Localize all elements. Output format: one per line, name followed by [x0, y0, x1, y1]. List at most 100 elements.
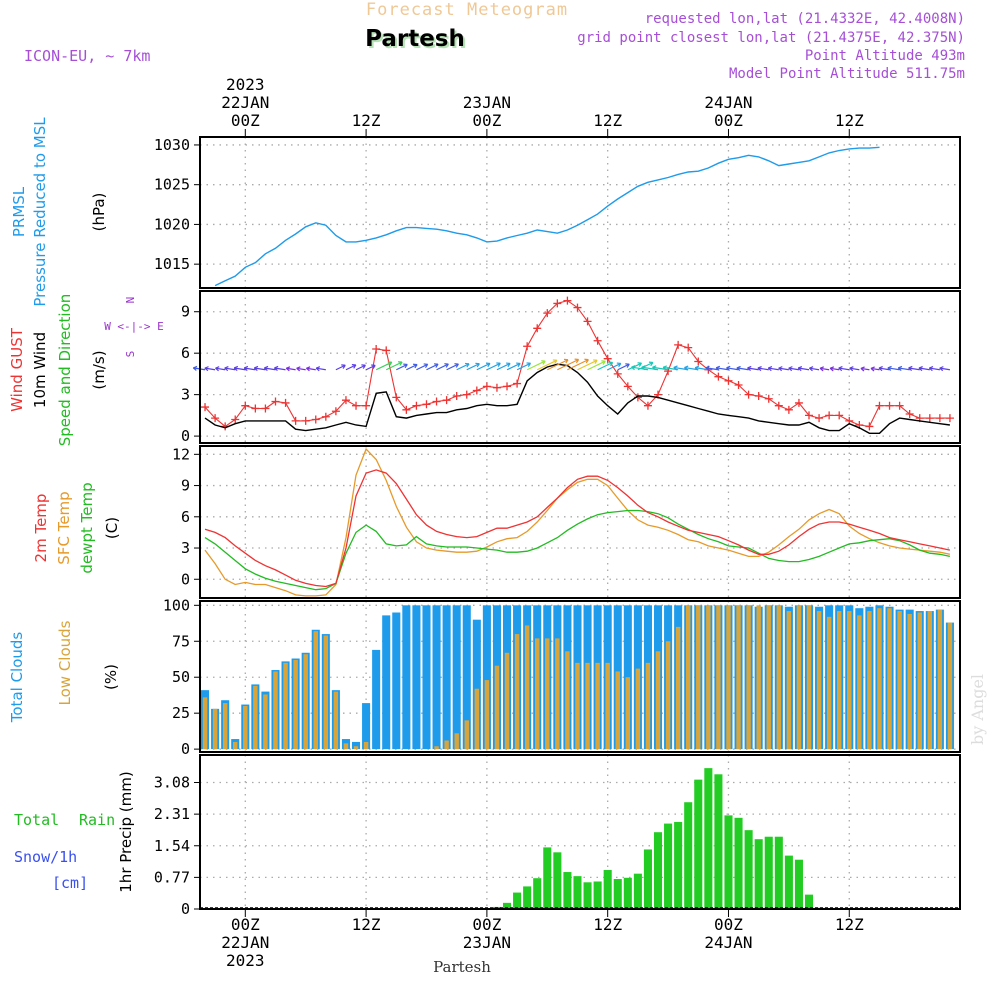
wind-direction-arrow [878, 367, 890, 371]
wind-direction-arrowhead [361, 364, 366, 369]
wind-direction-arrowhead [673, 365, 678, 371]
wind-direction-arrowhead [939, 366, 944, 372]
wind-direction-arrowhead [928, 366, 934, 372]
precip-bar [714, 774, 723, 909]
precip-bar [643, 849, 652, 909]
gust-marker [694, 357, 703, 366]
precip-bar [794, 859, 803, 909]
wind-direction-arrowhead [767, 366, 773, 372]
location-title-shadow: Partesh [367, 28, 467, 54]
wind-direction-arrowhead [433, 363, 439, 368]
wind-direction-arrow [788, 367, 800, 371]
bottom-time-label: 12Z [835, 915, 864, 934]
gust-marker [684, 343, 693, 352]
gust-marker [925, 414, 934, 423]
precip-bar [664, 823, 673, 909]
temp-ytick-label: 12 [172, 445, 190, 463]
gust-marker [462, 390, 471, 399]
gust-marker [291, 416, 300, 425]
precip-bar [513, 892, 522, 909]
low-cloud-bar [917, 612, 922, 750]
precip-bar [754, 839, 763, 909]
low-cloud-bar [454, 733, 459, 750]
low-cloud-bar [665, 641, 671, 750]
gust-marker [402, 405, 411, 414]
wind-direction-arrowhead [601, 360, 606, 365]
gust-marker [764, 394, 773, 403]
compass-south: S [124, 351, 137, 358]
point-altitude: Point Altitude 493m [805, 48, 965, 64]
wind-direction-arrowhead [563, 358, 569, 364]
wind-direction-arrow [597, 361, 613, 371]
wind-direction-arrow [607, 362, 622, 371]
low-cloud-bar [696, 605, 701, 750]
wind-direction-arrow [577, 359, 598, 371]
wind-ytick-label: 6 [181, 344, 190, 362]
wind-direction-arrowhead [351, 364, 357, 369]
bottom-time-label: 00Z [472, 915, 501, 934]
gust-marker [392, 393, 401, 402]
precip-label-rain: Rain [79, 811, 115, 829]
precip-ytick-label: 0 [181, 900, 190, 918]
dewpt-line [204, 509, 951, 591]
model-label: ICON-EU, ~ 7km [24, 47, 150, 65]
low-cloud-bar [786, 611, 792, 750]
gust-marker [714, 372, 723, 381]
wind-direction-arrowhead [593, 359, 598, 364]
precip-bar [583, 882, 592, 909]
wind-direction-arrow [716, 367, 729, 371]
total-cloud-bar [412, 605, 421, 750]
bottom-time-label: 12Z [352, 915, 381, 934]
wind-direction-arrowhead [253, 365, 259, 372]
gust-marker [281, 398, 290, 407]
low-cloud-bar [353, 746, 359, 750]
pressure-frame [199, 136, 961, 289]
wind-direction-arrow [416, 363, 428, 371]
gust-marker [362, 401, 371, 410]
wind-direction-arrow [426, 363, 439, 371]
wind-label-10m: 10m Wind [31, 332, 49, 408]
gust-marker [835, 411, 844, 420]
wind-direction-arrow [215, 367, 226, 371]
wind-direction-arrowhead [243, 365, 249, 372]
gust-marker [472, 386, 481, 395]
top-time-label: 22JAN [221, 93, 269, 112]
top-time-label: 12Z [835, 111, 864, 130]
requested-coords: requested lon,lat (21.4332E, 42.4008N) [645, 11, 965, 27]
wind-direction-arrowhead [652, 365, 657, 371]
precip-label-total: Total [14, 811, 59, 829]
gust-marker [794, 398, 803, 407]
wind-10m-line [204, 363, 950, 434]
low-cloud-bar [333, 691, 339, 750]
pressure-ytick-label: 1020 [154, 215, 190, 233]
low-cloud-bar [303, 654, 308, 750]
low-cloud-bar [857, 615, 862, 750]
wind-direction-arrow [254, 367, 266, 371]
gust-marker [372, 345, 381, 354]
precip-bar [623, 877, 632, 909]
wind-direction-arrow [908, 367, 920, 371]
bottom-time-label: 00Z [714, 915, 743, 934]
wind-direction-arrowhead [387, 361, 393, 366]
bottom-time-label: 12Z [593, 915, 622, 934]
wind-direction-arrow [446, 363, 459, 371]
wind-direction-arrow [234, 367, 246, 371]
total-cloud-bar [392, 612, 401, 750]
gust-marker [875, 401, 884, 410]
low-cloud-bar [766, 605, 771, 750]
precip-bar [774, 836, 783, 909]
low-cloud-bar [816, 611, 822, 750]
low-cloud-bar [907, 613, 912, 750]
low-cloud-bar [323, 635, 329, 750]
gust-marker [251, 404, 260, 413]
clouds-unit: (%) [102, 664, 120, 690]
precip-bar [533, 878, 542, 909]
gust-marker [774, 401, 783, 410]
wind-direction-arrowhead [454, 363, 459, 368]
wind-direction-arrowhead [285, 366, 291, 372]
pressure-unit: (hPa) [90, 193, 108, 232]
compass-west-east: W <-|-> E [104, 320, 164, 333]
wind-direction-arrowhead [423, 363, 429, 369]
wind-label-dir: Speed and Direction [56, 294, 74, 447]
low-cloud-bar [565, 651, 570, 750]
